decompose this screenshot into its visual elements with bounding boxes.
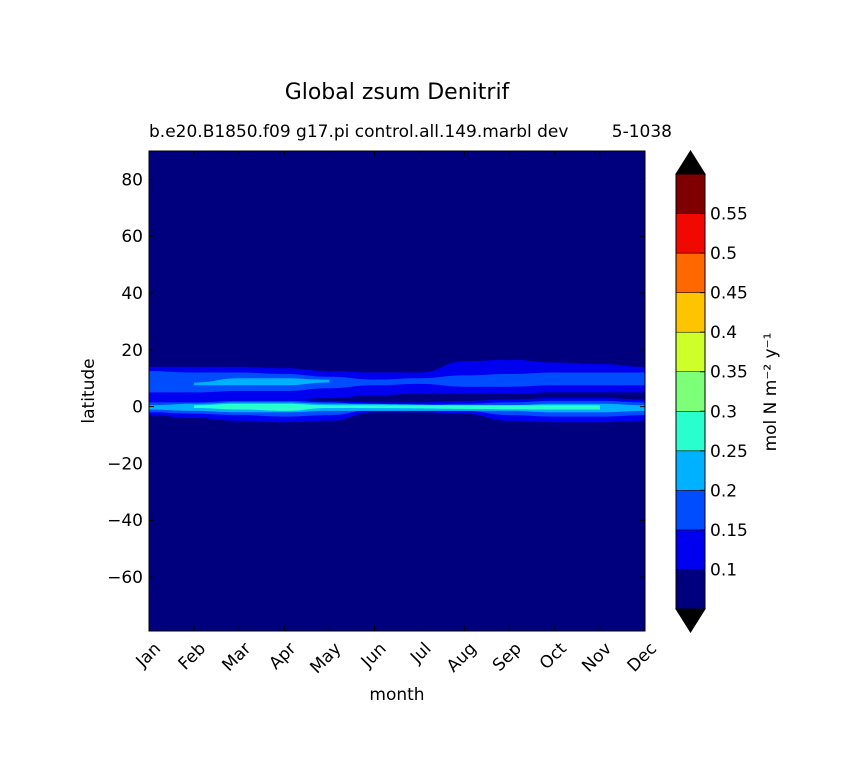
y-tick-label: 60 — [121, 227, 143, 247]
y-axis: −60 −40 −20 0 20 40 60 80 — [107, 170, 645, 588]
colorbar-frame — [675, 173, 706, 610]
colorbar-tick-label: 0.4 — [710, 323, 737, 343]
x-tick-label: Oct — [536, 639, 571, 674]
y-tick-label: −20 — [107, 454, 143, 474]
colorbar-segment — [675, 529, 706, 570]
y-tick-label: 0 — [132, 398, 143, 418]
colorbar-segment — [675, 292, 706, 333]
y-tick-label: 80 — [121, 170, 143, 190]
x-tick-label: May — [306, 639, 345, 678]
colorbar-segment — [675, 450, 706, 491]
x-tick-label: Nov — [578, 639, 616, 677]
chart-subtitle-overlap: 5-1038 — [612, 122, 672, 142]
colorbar-segment — [675, 213, 706, 254]
x-tick-label: Jul — [406, 639, 435, 668]
chart-subtitle: b.e20.B1850.f09 g17.pi control.all.149.m… — [149, 122, 568, 142]
y-tick-label: −60 — [107, 568, 143, 588]
colorbar-segment — [675, 252, 706, 293]
colorbar-tick-label: 0.5 — [710, 244, 737, 264]
colorbar-extend-max — [675, 150, 706, 175]
x-tick-label: Aug — [443, 639, 481, 677]
colorbar: 0.1 0.15 0.2 0.25 0.3 0.35 0.4 0.45 0.5 0.55 — [675, 150, 748, 633]
colorbar-tick-label: 0.2 — [710, 481, 737, 501]
colorbar-tick-label: 0.3 — [710, 402, 737, 422]
x-tick-label: Dec — [624, 639, 661, 676]
colorbar-tick-label: 0.55 — [710, 205, 748, 225]
chart-title: Global zsum Denitrif — [285, 80, 511, 105]
x-tick-label: Mar — [218, 639, 255, 676]
x-tick-label: Jan — [132, 639, 165, 672]
colorbar-label: mol N m⁻² y⁻¹ — [761, 333, 781, 452]
x-tick-label: Sep — [489, 639, 526, 676]
plot-area — [148, 150, 646, 632]
colorbar-tick-label: 0.1 — [710, 560, 737, 580]
colorbar-tick-label: 0.15 — [710, 521, 748, 541]
colorbar-tick-label: 0.25 — [710, 442, 748, 462]
plot-frame — [148, 150, 646, 632]
contour-band-2 — [194, 378, 330, 386]
colorbar-segment — [675, 569, 706, 610]
x-tick-label: Apr — [265, 639, 300, 674]
contour-band-6 — [194, 403, 600, 411]
x-axis-label: month — [369, 685, 424, 705]
colorbar-segment — [675, 490, 706, 531]
x-tick-label: Jun — [357, 639, 391, 673]
colorbar-tick-label: 0.45 — [710, 284, 748, 304]
x-tick-label: Feb — [175, 639, 210, 674]
y-tick-label: 20 — [121, 341, 143, 361]
colorbar-segment — [675, 371, 706, 412]
colorbar-segment — [675, 173, 706, 214]
y-axis-label: latitude — [79, 358, 99, 423]
colorbar-extend-min — [675, 608, 706, 633]
y-tick-label: −40 — [107, 511, 143, 531]
colorbar-segment — [675, 331, 706, 372]
y-tick-label: 40 — [121, 284, 143, 304]
colorbar-tick-label: 0.35 — [710, 363, 748, 383]
contour-band-1 — [149, 371, 645, 393]
colorbar-segment — [675, 411, 706, 452]
